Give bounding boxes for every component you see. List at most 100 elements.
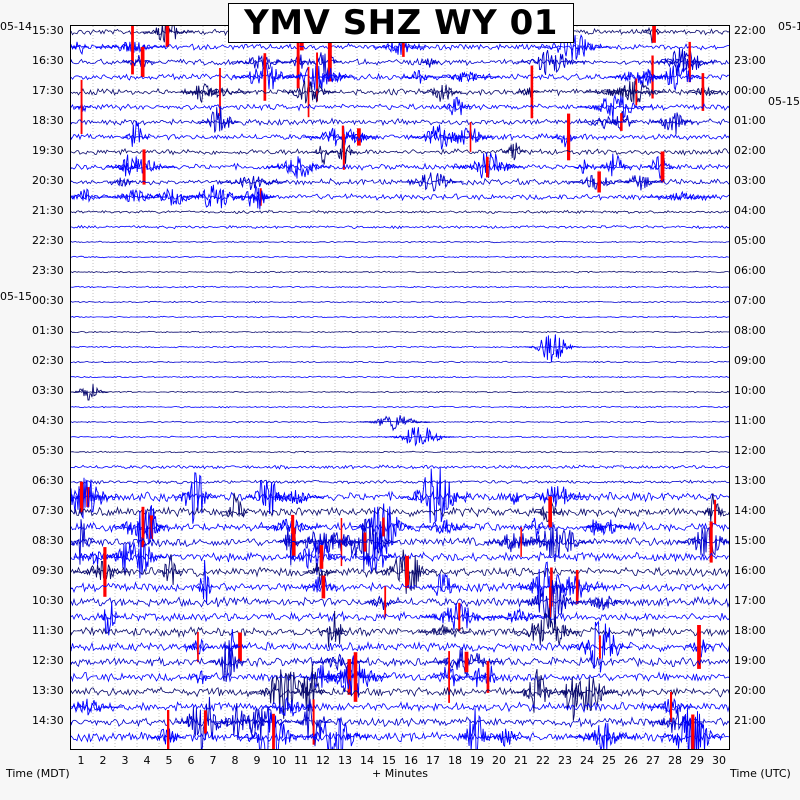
clipped-spike [263, 53, 267, 101]
clipped-spike [660, 151, 665, 183]
trace-line [71, 162, 729, 172]
trace-line [71, 479, 729, 485]
event-burst [569, 620, 633, 673]
event-burst [122, 120, 151, 147]
right-time-label: 03:00 [734, 174, 766, 187]
trace-line [71, 57, 729, 66]
event-burst [265, 156, 331, 179]
event-burst [218, 175, 287, 191]
clipped-spike [567, 113, 571, 161]
event-burst [483, 533, 552, 553]
clipped-spike [353, 652, 358, 702]
x-tick-label: 18 [448, 754, 462, 767]
x-tick-label: 28 [668, 754, 682, 767]
trace-line [71, 315, 729, 319]
trace-line [71, 420, 729, 424]
x-tick-label: 1 [77, 754, 85, 767]
event-burst [287, 540, 347, 575]
right-time-label: 15:00 [734, 534, 766, 547]
trace-line [71, 360, 729, 364]
event-burst [246, 480, 287, 515]
event-burst [158, 554, 183, 586]
left-time-label: 07:30 [32, 504, 64, 517]
left-time-label: 19:30 [32, 144, 64, 157]
event-burst [643, 155, 676, 179]
trace-line [71, 224, 729, 230]
x-tick-label: 12 [316, 754, 330, 767]
event-burst [73, 551, 121, 566]
event-burst [467, 667, 487, 688]
clipped-spike [486, 156, 489, 178]
right-time-label: 04:00 [734, 204, 766, 217]
event-burst [358, 534, 395, 574]
clipped-spike [131, 26, 134, 75]
right-date-label-2: 05-15 [768, 95, 800, 108]
event-burst [195, 559, 214, 604]
trace-line [71, 506, 729, 518]
clipped-spike [486, 661, 490, 693]
event-burst [73, 560, 131, 580]
x-tick-label: 21 [514, 754, 528, 767]
x-tick-label: 19 [470, 754, 484, 767]
helicorder-svg [71, 26, 729, 749]
trace-line [71, 656, 729, 668]
clipped-spike [80, 79, 83, 134]
event-burst [516, 49, 585, 76]
right-time-label: 13:00 [734, 474, 766, 487]
event-burst [224, 629, 241, 667]
x-tick-label: 25 [602, 754, 616, 767]
event-burst [262, 696, 315, 717]
x-tick-label: 4 [143, 754, 151, 767]
clipped-spike [714, 499, 717, 525]
event-burst [222, 642, 248, 652]
event-burst [308, 52, 341, 77]
event-burst [417, 624, 471, 636]
event-burst [520, 580, 583, 627]
clipped-spike [347, 659, 352, 695]
clipped-spike [405, 555, 409, 589]
event-burst [233, 184, 276, 210]
left-time-label: 21:30 [32, 204, 64, 217]
helicorder-plot [70, 25, 730, 750]
x-tick-label: 13 [338, 754, 352, 767]
event-burst [175, 696, 232, 749]
right-time-label: 20:00 [734, 684, 766, 697]
clipped-spike [312, 699, 315, 745]
trace-line [71, 610, 729, 623]
event-burst [71, 698, 123, 716]
left-time-label: 04:30 [32, 414, 64, 427]
event-burst [311, 653, 368, 672]
x-tick-label: 15 [382, 754, 396, 767]
clipped-spike [296, 35, 300, 89]
clipped-spike [697, 625, 701, 669]
event-burst [302, 126, 378, 146]
right-time-label: 19:00 [734, 654, 766, 667]
trace-line [71, 300, 729, 304]
event-burst [523, 517, 546, 539]
x-axis-label: + Minutes [372, 767, 429, 780]
clipped-spike [469, 122, 472, 152]
clipped-spike [149, 515, 153, 539]
trace-line [71, 72, 729, 82]
event-burst [277, 526, 302, 566]
clipped-spike [520, 527, 522, 557]
clipped-spike [291, 514, 295, 540]
event-burst [302, 563, 337, 585]
left-time-label: 12:30 [32, 654, 64, 667]
x-tick-label: 29 [690, 754, 704, 767]
x-tick-label: 8 [231, 754, 239, 767]
left-time-label: 09:30 [32, 564, 64, 577]
x-tick-label: 7 [209, 754, 217, 767]
left-axis-label: Time (MDT) [6, 767, 70, 780]
event-burst [505, 492, 523, 505]
right-time-label: 18:00 [734, 624, 766, 637]
clipped-spike [140, 46, 145, 78]
event-burst [650, 112, 696, 135]
trace-line [71, 209, 729, 215]
event-burst [699, 493, 726, 522]
left-time-label: 06:30 [32, 474, 64, 487]
trace-line [71, 345, 729, 349]
left-time-label: 14:30 [32, 714, 64, 727]
event-burst [642, 26, 662, 44]
event-burst [122, 55, 155, 68]
